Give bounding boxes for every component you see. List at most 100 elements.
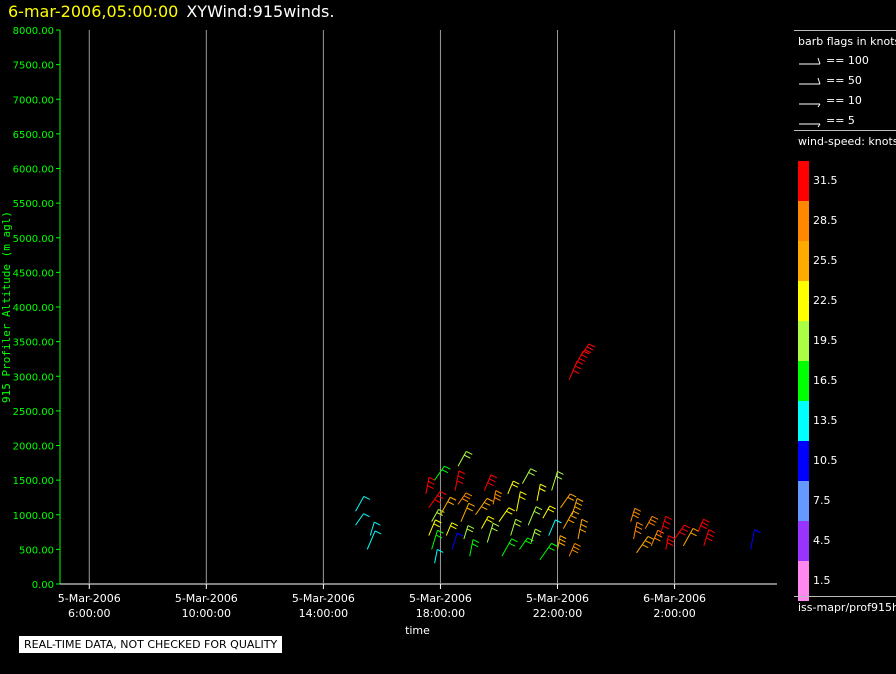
wind-barb-flag [632, 514, 639, 519]
wind-barb-flag [633, 511, 640, 516]
wind-barb [469, 539, 474, 557]
wind-barb-flag [487, 515, 495, 520]
legend-barb-row: == 100 [798, 54, 894, 70]
wind-barb-flag [574, 365, 582, 370]
wind-barb-flag [456, 480, 464, 485]
wind-barb-flag [540, 483, 547, 488]
wind-barb-flag [515, 518, 522, 523]
wind-barb-flag [586, 346, 594, 351]
wind-barb-flag [634, 507, 641, 512]
y-tick-label: 500.00 [19, 545, 54, 556]
wind-barb-flag [666, 542, 674, 546]
legend-source: iss-mapr/prof915h [798, 601, 896, 614]
wind-barb-flag [513, 480, 520, 485]
wind-barb [486, 523, 494, 543]
wind-barb-flag [533, 510, 541, 515]
wind-barb-flag [654, 537, 661, 542]
wind-barb-flag [451, 522, 458, 527]
y-tick-label: 6500.00 [13, 130, 54, 141]
x-tick-date: 5-Mar-2006 [292, 592, 355, 605]
wind-barb-flag [438, 508, 445, 513]
wind-barb [431, 509, 439, 522]
wind-barb-flag [549, 505, 556, 510]
wind-barb-flag [703, 518, 710, 523]
wind-barb-flag [581, 518, 589, 523]
wind-barb-flag [374, 530, 382, 535]
wind-barb-flag [576, 498, 584, 502]
x-tick-time: 6:00:00 [68, 607, 110, 620]
legend-barb-label: == 50 [826, 74, 862, 87]
barb-icon [799, 57, 821, 65]
wind-barb-flag [514, 522, 521, 527]
wind-barb-flag [662, 525, 670, 530]
wind-barb [369, 521, 375, 536]
wind-barb-flag [487, 482, 494, 487]
colorbar-swatch [798, 561, 809, 601]
wind-barb-flag [467, 525, 475, 530]
wind-barb-flag [363, 495, 371, 500]
legend-divider [794, 130, 896, 131]
y-tick-label: 5000.00 [13, 234, 54, 245]
wind-barb-flag [492, 522, 500, 527]
wind-barb-flag [494, 497, 501, 501]
wind-barb-flag [571, 549, 579, 554]
wind-barb [519, 537, 528, 550]
wind-barb-flag [435, 519, 442, 524]
wind-barb-flag [555, 519, 562, 524]
x-tick-date: 5-Mar-2006 [409, 592, 472, 605]
wind-barb-flag [580, 523, 588, 528]
wind-barb-flag [690, 532, 697, 537]
colorbar-swatch [798, 201, 809, 241]
x-tick-date: 5-Mar-2006 [58, 592, 121, 605]
wind-barb-flag [572, 370, 580, 374]
wind-barb-flag [651, 515, 659, 520]
colorbar-label: 16.5 [813, 374, 838, 387]
wind-barb-flag [650, 518, 657, 523]
wind-barb-flag [535, 506, 543, 511]
wind-barb-flag [447, 501, 454, 506]
wind-barb-flag [667, 538, 675, 543]
wind-barb [536, 484, 541, 501]
wind-barb-flag [655, 533, 663, 538]
wind-barb-flag [648, 522, 655, 526]
x-tick-date: 6-Mar-2006 [643, 592, 706, 605]
wind-barb-flag [511, 538, 518, 543]
wind-barb-flag [525, 540, 532, 545]
barb-icon [799, 77, 821, 85]
y-tick-label: 4000.00 [13, 303, 54, 314]
legend-barb-label: == 5 [826, 114, 855, 127]
wind-barb-flag [436, 512, 443, 516]
wind-barb [674, 524, 685, 540]
wind-barb [355, 513, 365, 526]
wind-barb-flag [576, 360, 584, 365]
colorbar-swatch [798, 321, 809, 361]
wind-barb [557, 535, 561, 550]
header-date: 6-mar-2006,05:00:00 [8, 2, 179, 21]
wind-barb-flag [437, 495, 444, 499]
colorbar-label: 7.5 [813, 494, 831, 507]
wind-barb-flag [679, 531, 686, 536]
chart-header: 6-mar-2006,05:00:00 XYWind:915winds. [8, 2, 334, 21]
colorbar-swatch [798, 441, 809, 481]
legend-barb-row: == 50 [798, 74, 894, 90]
wind-barb-flag [481, 506, 488, 511]
wind-barb-flag [441, 469, 449, 474]
wind-barb-flag [559, 538, 566, 543]
wind-barb [542, 505, 551, 519]
wind-barb-flag [439, 490, 447, 495]
wind-barb [539, 543, 552, 561]
wind-barb [530, 528, 536, 543]
wind-barb-flag [457, 475, 465, 480]
wind-barb-flag [572, 510, 580, 515]
wind-barb-flag [664, 520, 671, 525]
wind-barb-flag [491, 527, 498, 532]
y-tick-label: 2000.00 [13, 442, 54, 453]
wind-barb-flag [644, 540, 652, 544]
colorbar-swatch [798, 481, 809, 521]
colorbar-swatch [798, 281, 809, 321]
wind-barb-flag [584, 349, 592, 354]
wind-barb [527, 506, 537, 526]
header-title: XYWind:915winds. [186, 2, 335, 21]
wind-barb-flag [636, 521, 644, 526]
